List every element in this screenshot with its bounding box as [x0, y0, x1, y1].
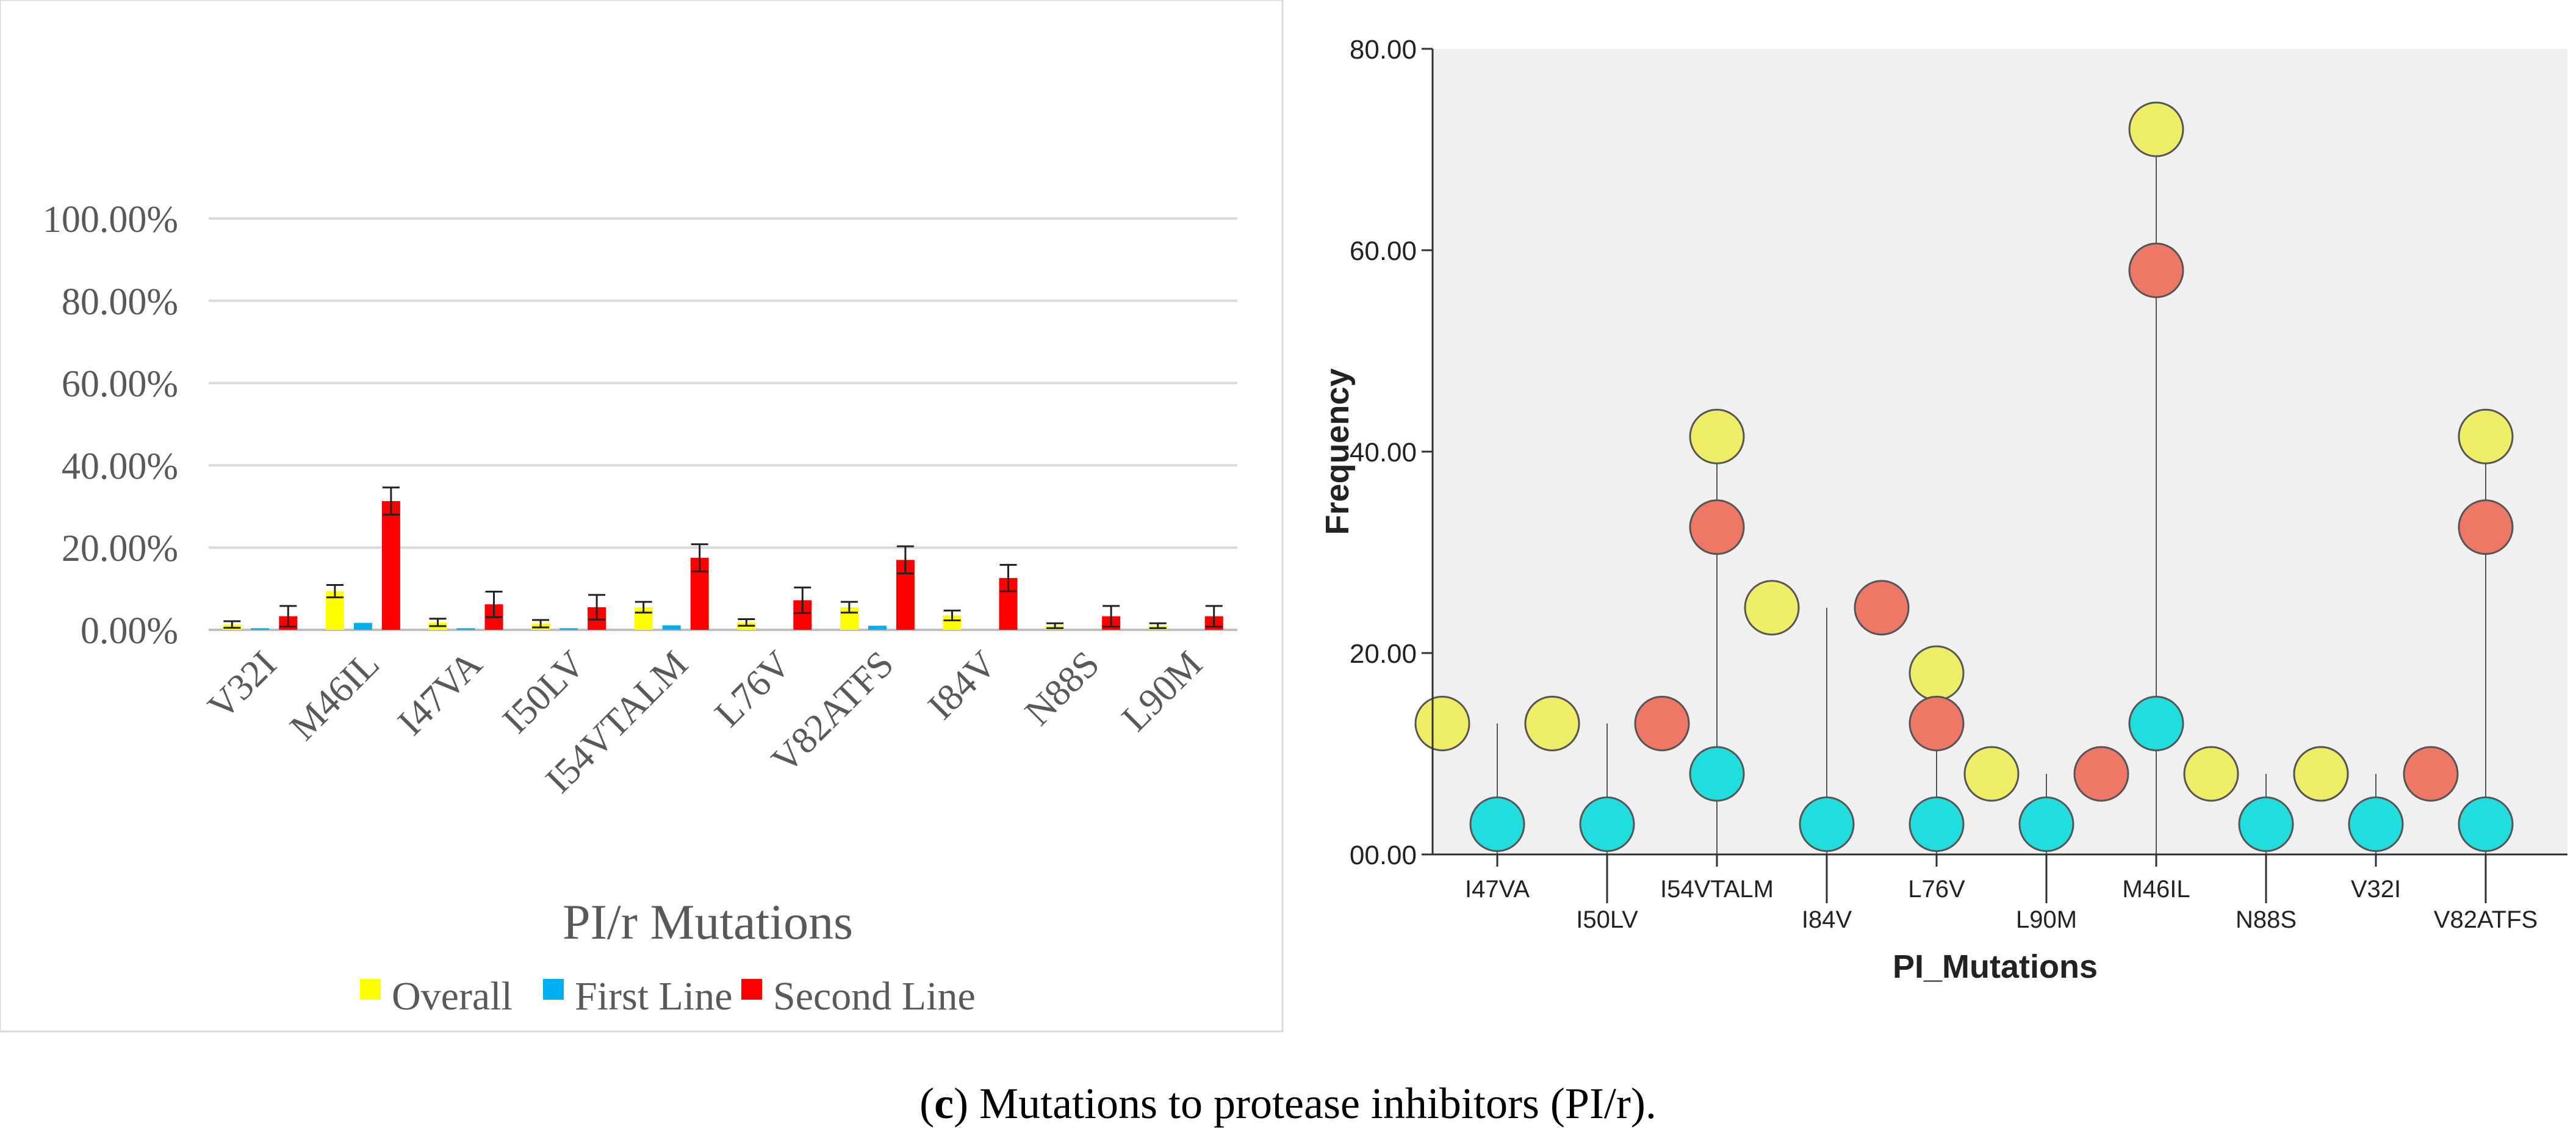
- legend-label: Overall: [392, 974, 513, 1019]
- point-overall-l90m: [1963, 746, 2020, 802]
- point-first-line-v32i: [2348, 796, 2404, 852]
- right-x-tick-i84v: I84V: [1802, 906, 1852, 933]
- right-x-tick-v32i: V32I: [2351, 876, 2401, 903]
- point-second-line-i54vtalm: [1689, 499, 1745, 555]
- point-first-line-l90m: [2018, 796, 2074, 852]
- right-y-tick-label: 80.00: [1350, 35, 1417, 65]
- error-bar-overall-i54vtalm: [635, 601, 652, 614]
- point-second-line-i84v: [1854, 580, 1910, 636]
- left-bar-chart: 0.00%20.00%40.00%60.00%80.00%100.00% V32…: [0, 0, 1284, 1033]
- point-second-line-l90m: [2073, 746, 2129, 802]
- error-bar-second-line-i84v: [999, 564, 1017, 593]
- right-plot-area: [1433, 49, 2567, 854]
- error-bar-overall-v82atfs: [840, 601, 858, 614]
- left-y-tick-label: 80.00%: [62, 281, 178, 323]
- error-bar-overall-v32i: [223, 620, 241, 629]
- left-x-axis-label: PI/r Mutations: [563, 894, 853, 950]
- legend-item-overall: Overall: [360, 974, 513, 1019]
- point-first-line-i84v: [1799, 796, 1855, 852]
- error-bar-overall-i50lv: [532, 619, 550, 629]
- right-x-tick-m46il: M46IL: [2122, 876, 2190, 903]
- error-bar-second-line-v32i: [279, 605, 297, 628]
- right-x-tick-n88s: N88S: [2236, 906, 2297, 933]
- right-y-tick-label: 60.00: [1350, 236, 1417, 266]
- caption-prefix: (: [919, 1079, 934, 1128]
- bar-first-line-m46il: [353, 623, 372, 630]
- point-first-line-i54vtalm: [1689, 746, 1745, 802]
- figure-caption: (c) Mutations to protease inhibitors (PI…: [919, 1079, 1657, 1128]
- point-second-line-i50lv: [1634, 696, 1690, 751]
- caption-letter: c: [934, 1079, 954, 1128]
- right-x-tick-i54vtalm: I54VTALM: [1660, 876, 1774, 903]
- point-first-line-v82atfs: [2458, 796, 2514, 852]
- point-overall-n88s: [2183, 746, 2239, 802]
- left-y-tick-label: 0.00%: [81, 610, 178, 652]
- legend-item-first-line: First Line: [543, 974, 733, 1019]
- error-bar-second-line-i47va: [485, 590, 503, 618]
- error-bar-overall-i47va: [429, 618, 447, 627]
- point-overall-v82atfs: [2458, 408, 2514, 464]
- point-first-line-m46il: [2128, 696, 2184, 751]
- error-bar-second-line-l90m: [1205, 605, 1223, 628]
- right-y-axis-label: Frequency: [1319, 368, 1356, 535]
- legend-swatch: [543, 979, 564, 1000]
- legend-label: First Line: [575, 974, 733, 1019]
- point-first-line-i50lv: [1579, 796, 1635, 852]
- point-overall-v32i: [2293, 746, 2349, 802]
- right-y-tick-label: 40.00: [1350, 438, 1417, 468]
- point-first-line-l76v: [1909, 796, 1965, 852]
- right-y-tick-label: 00.00: [1350, 840, 1417, 870]
- left-legend: Overall First Line Second Line: [360, 974, 976, 1019]
- right-x-tick-l90m: L90M: [2016, 906, 2077, 933]
- error-bar-overall-i84v: [943, 609, 961, 621]
- bar-overall-i84v: [943, 615, 962, 630]
- legend-swatch: [360, 979, 381, 1000]
- right-x-tick-i47va: I47VA: [1465, 876, 1530, 903]
- point-overall-m46il: [2128, 101, 2184, 157]
- point-overall-i50lv: [1524, 696, 1580, 751]
- point-overall-l76v: [1909, 645, 1965, 701]
- right-x-tick-i50lv: I50LV: [1576, 906, 1638, 933]
- error-bar-overall-m46il: [326, 584, 344, 599]
- point-overall-i54vtalm: [1689, 408, 1745, 464]
- right-x-tick-v82atfs: V82ATFS: [2434, 906, 2538, 933]
- point-second-line-v32i: [2403, 746, 2459, 802]
- error-bar-second-line-m46il: [382, 486, 400, 516]
- error-bar-second-line-v82atfs: [896, 545, 914, 575]
- point-second-line-v82atfs: [2458, 499, 2514, 555]
- legend-label: Second Line: [773, 974, 976, 1019]
- right-x-axis-label: PI_Mutations: [1893, 948, 2098, 985]
- point-second-line-l76v: [1909, 696, 1965, 751]
- bar-first-line-i50lv: [559, 628, 578, 630]
- left-y-tick-label: 60.00%: [62, 364, 178, 405]
- caption-text: ) Mutations to protease inhibitors (PI/r…: [954, 1079, 1657, 1128]
- point-first-line-i47va: [1469, 796, 1525, 852]
- legend-swatch: [741, 979, 762, 1000]
- legend-item-second-line: Second Line: [741, 974, 976, 1019]
- error-bar-second-line-i54vtalm: [691, 543, 708, 572]
- error-bar-second-line-l76v: [794, 587, 811, 614]
- right-scatter-chart: 00.00 20.00 40.00 60.00 80.00 I47VA I50LV I54V…: [1319, 35, 2567, 985]
- point-overall-i47va: [1414, 696, 1470, 751]
- error-bar-second-line-n88s: [1103, 605, 1120, 628]
- bar-first-line-i47va: [456, 628, 475, 630]
- error-bar-overall-l90m: [1149, 622, 1167, 629]
- error-bar-overall-l76v: [738, 618, 755, 627]
- point-second-line-m46il: [2128, 242, 2184, 298]
- right-y-tick-label: 20.00: [1350, 639, 1417, 669]
- bar-second-line-m46il: [381, 501, 400, 630]
- bar-first-line-v32i: [251, 628, 270, 630]
- left-y-tick-label: 20.00%: [62, 528, 178, 569]
- left-y-tick-label: 40.00%: [62, 446, 178, 487]
- error-bar-second-line-i50lv: [588, 594, 606, 621]
- point-overall-i84v: [1744, 580, 1800, 636]
- left-y-tick-label: 100.00%: [43, 199, 178, 240]
- point-first-line-n88s: [2238, 796, 2294, 852]
- bar-first-line-i54vtalm: [662, 625, 681, 630]
- bar-first-line-v82atfs: [868, 626, 887, 630]
- error-bar-overall-n88s: [1046, 622, 1064, 629]
- right-x-tick-l76v: L76V: [1908, 876, 1965, 903]
- left-chart-frame: [0, 0, 1284, 1033]
